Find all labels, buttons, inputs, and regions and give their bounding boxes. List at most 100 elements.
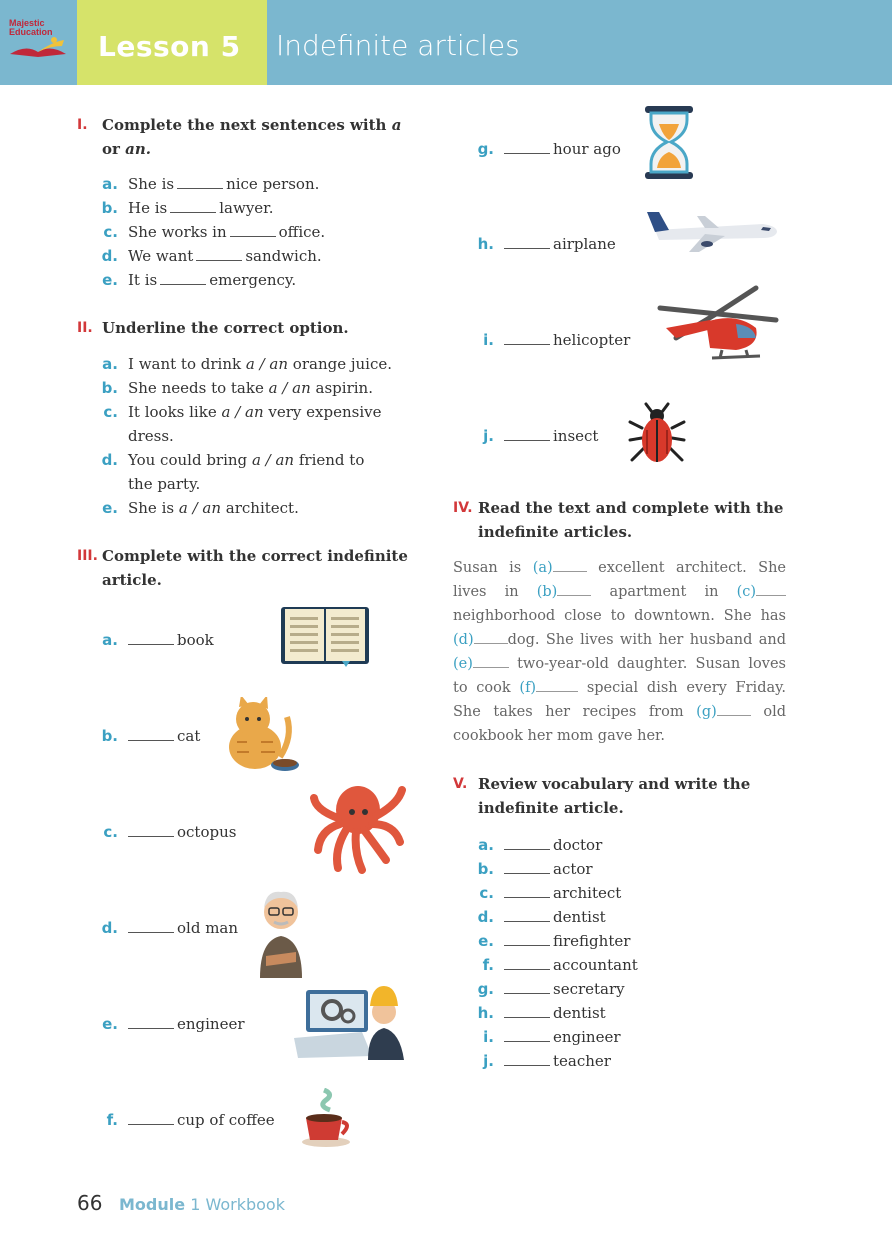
answer-blank[interactable] xyxy=(472,667,509,668)
cat-icon xyxy=(229,697,299,771)
answer-blank[interactable] xyxy=(536,691,579,692)
paragraph-text: two-year-old daughter. Susan loves to co… xyxy=(453,656,786,696)
item-letter: h. xyxy=(477,235,494,253)
item-letter: d. xyxy=(101,247,118,265)
blank-marker: (b) xyxy=(536,584,558,600)
answer-blank[interactable] xyxy=(504,993,550,994)
section-number: III. xyxy=(77,548,98,564)
sentence: You could bring a / an friend to the part… xyxy=(128,451,365,493)
octopus-icon xyxy=(310,786,406,874)
item-letter: e. xyxy=(102,1015,118,1033)
answer-blank[interactable] xyxy=(552,571,587,572)
answer-blank[interactable] xyxy=(128,1028,174,1029)
answer-blank[interactable] xyxy=(128,644,174,645)
blank-marker: (e) xyxy=(453,656,473,672)
answer-blank[interactable] xyxy=(756,595,786,596)
answer-blank[interactable] xyxy=(504,248,550,249)
section-number: IV. xyxy=(453,500,473,516)
reading-paragraph: Susan is (a) excellent architect. She li… xyxy=(453,556,786,748)
vocab-item: architect xyxy=(501,881,621,905)
paragraph-text: Susan is xyxy=(453,560,533,576)
option-choice[interactable]: a / an xyxy=(245,355,289,373)
answer-blank[interactable] xyxy=(170,212,217,213)
airplane-icon xyxy=(647,212,777,252)
answer-blank[interactable] xyxy=(557,595,592,596)
option-choice[interactable]: a / an xyxy=(251,451,295,469)
logo-text: Majestic Education xyxy=(9,19,53,37)
item-letter: c. xyxy=(479,884,494,902)
answer-blank[interactable] xyxy=(504,440,550,441)
sentence: She needs to take a / an aspirin. xyxy=(128,379,373,397)
title-text: Complete the next sentences with xyxy=(102,116,387,134)
answer-blank[interactable] xyxy=(128,740,174,741)
paragraph-text: excellent architect. She lives in xyxy=(453,560,786,600)
hourglass-icon xyxy=(645,106,693,179)
answer-blank[interactable] xyxy=(504,897,550,898)
answer-blank[interactable] xyxy=(716,715,751,716)
blank-marker: (a) xyxy=(532,560,553,576)
item-letter: c. xyxy=(103,223,118,241)
answer-blank[interactable] xyxy=(504,1041,550,1042)
vocab-item: helicopter xyxy=(501,328,630,352)
answer-blank[interactable] xyxy=(196,260,243,261)
logo-book-icon xyxy=(10,37,66,57)
vocab-item: doctor xyxy=(501,833,602,857)
answer-blank[interactable] xyxy=(504,921,550,922)
answer-blank[interactable] xyxy=(128,836,174,837)
vocab-word: actor xyxy=(553,860,593,878)
answer-blank[interactable] xyxy=(504,1017,550,1018)
sentence: I want to drink a / an orange juice. xyxy=(128,355,393,373)
answer-blank[interactable] xyxy=(128,1124,174,1125)
item-letter: a. xyxy=(102,355,118,373)
answer-blank[interactable] xyxy=(504,873,550,874)
sentence: It is emergency. xyxy=(128,271,297,289)
answer-blank[interactable] xyxy=(504,153,550,154)
module-label: Module 1 Workbook xyxy=(119,1195,285,1214)
sentence: It looks like a / an very expensive dress… xyxy=(128,403,382,445)
blank-marker: (d) xyxy=(453,632,474,648)
answer-blank[interactable] xyxy=(504,1065,550,1066)
vocab-item: book xyxy=(125,628,214,652)
lesson-label: Lesson 5 xyxy=(98,30,241,63)
vocab-word: dentist xyxy=(553,1004,606,1022)
page-header: Majestic Education Lesson 5 Indefinite a… xyxy=(0,0,892,85)
item-letter: b. xyxy=(101,199,118,217)
sentence: He is lawyer. xyxy=(128,199,274,217)
vocab-word: teacher xyxy=(553,1052,611,1070)
item-letter: c. xyxy=(103,403,118,421)
item-letter: j. xyxy=(483,1052,494,1070)
vocab-item: engineer xyxy=(125,1012,245,1036)
answer-blank[interactable] xyxy=(504,945,550,946)
option-choice[interactable]: a / an xyxy=(178,499,221,517)
old-man-icon xyxy=(260,891,302,978)
vocab-item: actor xyxy=(501,857,593,881)
answer-blank[interactable] xyxy=(128,932,174,933)
section-title: Review vocabulary and write the indefinit… xyxy=(478,775,751,817)
item-letter: e. xyxy=(478,932,494,950)
paragraph-text: apartment in xyxy=(591,584,737,600)
item-letter: i. xyxy=(483,331,494,349)
answer-blank[interactable] xyxy=(229,236,276,237)
insect-icon xyxy=(628,402,686,462)
item-letter: e. xyxy=(102,499,118,517)
title-article-an: an. xyxy=(125,140,152,158)
blank-marker: (c) xyxy=(736,584,756,600)
option-choice[interactable]: a / an xyxy=(268,379,311,397)
answer-blank[interactable] xyxy=(504,849,550,850)
section-number: II. xyxy=(77,320,93,336)
section-title: Underline the correct option. xyxy=(102,319,349,337)
option-choice[interactable]: a / an xyxy=(221,403,264,421)
title-text: or xyxy=(102,140,120,158)
answer-blank[interactable] xyxy=(473,643,508,644)
section-title: Read the text and complete with the indef… xyxy=(478,499,784,541)
vocab-item: cup of coffee xyxy=(125,1108,275,1132)
answer-blank[interactable] xyxy=(160,284,207,285)
vocab-word: accountant xyxy=(553,956,638,974)
page-number: 66 xyxy=(77,1191,103,1215)
sentence: We want sandwich. xyxy=(128,247,322,265)
answer-blank[interactable] xyxy=(504,969,550,970)
answer-blank[interactable] xyxy=(504,344,550,345)
item-letter: a. xyxy=(102,175,118,193)
item-letter: a. xyxy=(478,836,494,854)
answer-blank[interactable] xyxy=(177,188,224,189)
